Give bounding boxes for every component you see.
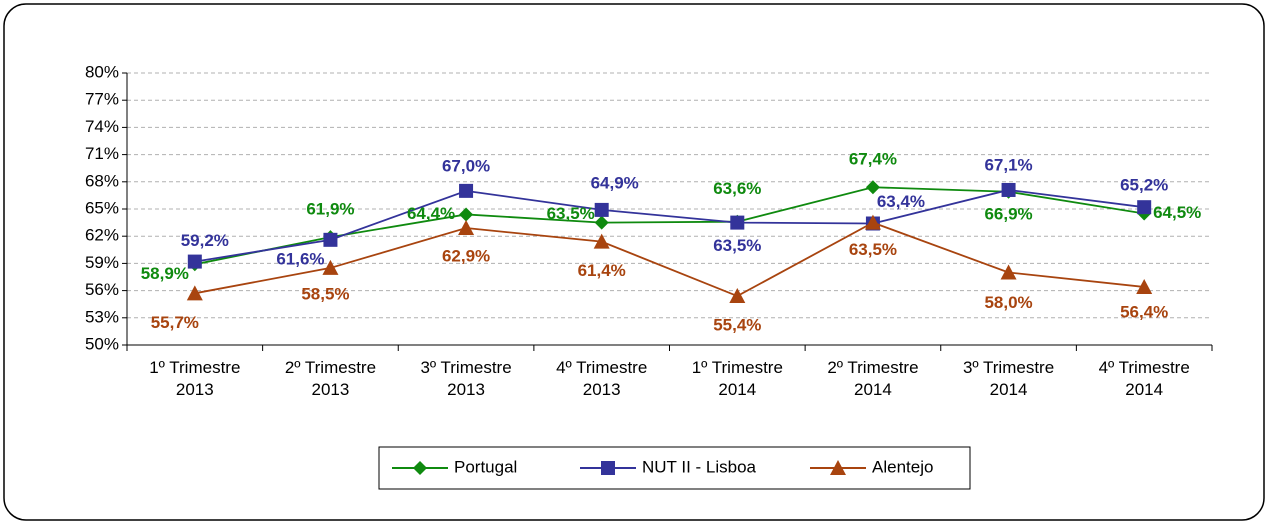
x-tick-label: 2º Trimestre 2013: [285, 358, 376, 399]
x-tick-label: 1º Trimestre 2014: [692, 358, 783, 399]
value-label: 67,4%: [849, 150, 897, 169]
marker: [322, 259, 339, 275]
series-line: [194, 186, 1145, 266]
marker: [865, 180, 880, 195]
x-tick-label: 4º Trimestre 2014: [1099, 358, 1190, 399]
series-line: [194, 221, 1145, 298]
marker: [601, 461, 615, 475]
value-label: 65,2%: [1120, 176, 1168, 195]
marker: [459, 183, 474, 198]
value-label: 63,6%: [713, 179, 761, 198]
series-line: [194, 189, 1145, 263]
y-tick-label: 71%: [85, 144, 119, 163]
x-tick-label: 2º Trimestre 2014: [827, 358, 918, 399]
marker: [830, 460, 846, 475]
value-label: 62,9%: [442, 247, 490, 266]
x-tick-label: 3º Trimestre 2013: [420, 358, 511, 399]
marker: [864, 214, 881, 230]
value-label: 61,4%: [578, 261, 626, 280]
value-label: 58,9%: [141, 264, 189, 283]
x-tick-label: 4º Trimestre 2013: [556, 358, 647, 399]
value-label: 67,1%: [984, 155, 1032, 174]
marker: [1000, 264, 1017, 280]
marker: [730, 215, 745, 230]
legend-label: NUT II - Lisboa: [642, 457, 757, 476]
value-label: 58,0%: [984, 293, 1032, 312]
value-label: 64,5%: [1153, 203, 1201, 222]
y-tick-label: 80%: [85, 62, 119, 81]
legend-box: [378, 446, 971, 490]
value-label: 63,4%: [877, 192, 925, 211]
marker: [323, 232, 338, 247]
value-label: 59,2%: [181, 231, 229, 250]
x-tick-label: 1º Trimestre 2013: [149, 358, 240, 399]
value-label: 61,9%: [306, 200, 354, 219]
value-label: 64,4%: [407, 204, 455, 223]
marker: [594, 202, 609, 217]
value-label: 64,9%: [591, 173, 639, 192]
value-label: 66,9%: [984, 204, 1032, 223]
value-label: 55,4%: [713, 316, 761, 335]
y-tick-label: 56%: [85, 280, 119, 299]
value-label: 55,7%: [151, 313, 199, 332]
y-tick-label: 74%: [85, 117, 119, 136]
y-tick-label: 50%: [85, 334, 119, 353]
x-tick-label: 3º Trimestre 2014: [963, 358, 1054, 399]
marker: [1137, 200, 1152, 215]
y-tick-label: 62%: [85, 226, 119, 245]
chart-frame: [3, 3, 1265, 521]
value-label: 63,5%: [849, 240, 897, 259]
value-label: 63,5%: [547, 204, 595, 223]
marker: [413, 461, 427, 475]
marker: [186, 285, 203, 301]
legend-label: Portugal: [454, 457, 517, 476]
marker: [459, 207, 474, 222]
y-tick-label: 53%: [85, 307, 119, 326]
marker: [594, 215, 609, 230]
value-label: 56,4%: [1120, 302, 1168, 321]
marker: [1001, 182, 1016, 197]
y-tick-label: 77%: [85, 90, 119, 109]
y-tick-label: 65%: [85, 198, 119, 217]
value-label: 58,5%: [301, 284, 349, 303]
marker: [729, 288, 746, 304]
legend-label: Alentejo: [872, 457, 933, 476]
value-label: 61,6%: [276, 249, 324, 268]
marker: [458, 220, 475, 236]
value-label: 63,5%: [713, 236, 761, 255]
marker: [1136, 278, 1153, 294]
y-tick-label: 59%: [85, 253, 119, 272]
marker: [187, 254, 202, 269]
y-tick-label: 68%: [85, 171, 119, 190]
marker: [593, 233, 610, 249]
value-label: 67,0%: [442, 156, 490, 175]
